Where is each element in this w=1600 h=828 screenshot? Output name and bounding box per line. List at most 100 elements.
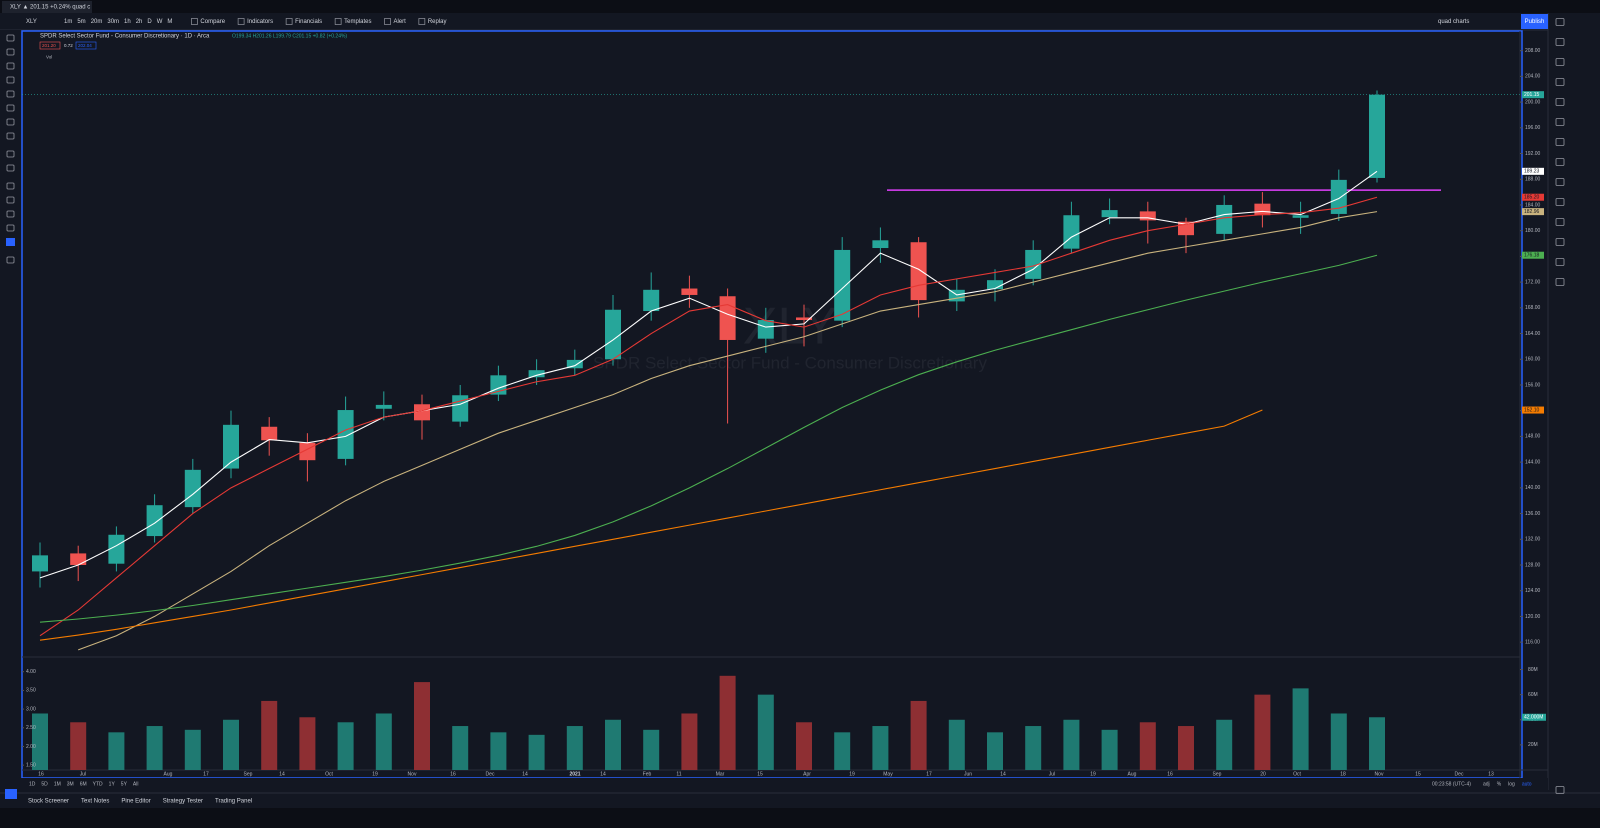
scale-option[interactable]: auto <box>1522 781 1532 787</box>
ma-price-tag <box>1522 251 1544 259</box>
scale-option[interactable]: % <box>1497 781 1502 787</box>
button-icon[interactable] <box>237 18 245 25</box>
candle-body <box>605 309 621 360</box>
tool-icon[interactable] <box>6 196 15 204</box>
active-tool[interactable] <box>6 238 15 246</box>
symbol-search[interactable]: XLY <box>26 19 37 25</box>
sidebar-icon[interactable] <box>1555 218 1565 226</box>
candle-body <box>1254 203 1271 216</box>
x-tick-label: 20 <box>1260 771 1266 777</box>
range-button[interactable]: 5Y <box>121 781 128 787</box>
button-icon[interactable] <box>334 18 342 25</box>
tool-icon[interactable] <box>6 90 15 98</box>
tool-icon[interactable] <box>6 210 15 218</box>
sidebar-icon[interactable] <box>1555 258 1565 266</box>
sidebar-icon[interactable] <box>1555 78 1565 86</box>
tool-icon[interactable] <box>6 150 15 158</box>
bottom-tab[interactable]: Stock Screener <box>28 799 69 805</box>
bottom-logo[interactable] <box>5 789 17 799</box>
button-icon[interactable] <box>191 18 198 25</box>
sidebar-icon[interactable] <box>1555 238 1565 246</box>
x-tick-label: Jun <box>964 771 972 777</box>
tool-icon[interactable] <box>6 76 15 84</box>
y-tick-label: 148.00 <box>1525 434 1541 440</box>
x-tick-label: 18 <box>1340 771 1346 777</box>
tool-icon[interactable] <box>6 34 15 42</box>
scale-option[interactable]: adj <box>1483 781 1490 787</box>
sidebar-icon[interactable] <box>1555 786 1565 794</box>
publish-label: Publish <box>1525 19 1545 25</box>
interval-button[interactable]: 5m <box>77 19 85 25</box>
layout-name[interactable]: quad charts <box>1438 19 1469 25</box>
x-tick-label: 13 <box>1488 771 1494 777</box>
candle-body <box>834 249 851 321</box>
sidebar-icon[interactable] <box>1555 138 1565 146</box>
sidebar-icon[interactable] <box>1555 98 1565 106</box>
y-tick-label: 188.00 <box>1525 177 1541 183</box>
interval-button[interactable]: 30m <box>107 19 119 25</box>
bottom-tab[interactable]: Text Notes <box>81 799 109 805</box>
left-toolbar <box>0 30 21 790</box>
range-button[interactable]: YTD <box>93 781 103 787</box>
candle-body <box>910 242 927 301</box>
volume-bar <box>528 734 545 770</box>
range-button[interactable]: 1D <box>29 781 36 787</box>
interval-button[interactable]: 20m <box>91 19 103 25</box>
sidebar-icon[interactable] <box>1555 18 1565 26</box>
volume-bar <box>1178 726 1194 770</box>
publish-button[interactable] <box>1521 14 1548 29</box>
x-tick-label: Jul <box>1049 771 1055 777</box>
scale-option[interactable]: log <box>1508 781 1515 787</box>
toolbar-button[interactable]: Financials <box>295 19 322 25</box>
button-icon[interactable] <box>384 18 391 25</box>
tool-icon[interactable] <box>6 118 15 126</box>
sidebar-icon[interactable] <box>1555 278 1565 286</box>
x-tick-label: 15 <box>1415 771 1421 777</box>
range-button[interactable]: 3M <box>67 781 74 787</box>
volume-bar <box>566 726 583 770</box>
browser-tab[interactable] <box>2 1 92 13</box>
toolbar-button[interactable]: Replay <box>428 19 447 25</box>
interval-button[interactable]: M <box>167 19 172 25</box>
volume-bar <box>1330 713 1347 770</box>
x-tick-label: 17 <box>926 771 932 777</box>
indicator-tick-label: 1.50 <box>26 762 36 768</box>
moving-average-line <box>39 254 1378 623</box>
tool-icon[interactable] <box>6 62 15 70</box>
toolbar-button[interactable]: Templates <box>344 19 371 25</box>
tool-icon[interactable] <box>6 164 15 172</box>
tool-icon[interactable] <box>6 132 15 140</box>
bottom-tab[interactable]: Pine Editor <box>121 799 150 805</box>
toolbar-button[interactable]: Compare <box>200 19 225 25</box>
bottom-tab[interactable]: Trading Panel <box>215 799 252 805</box>
button-icon[interactable] <box>418 18 426 25</box>
range-button[interactable]: 1Y <box>109 781 116 787</box>
range-button[interactable]: All <box>133 781 139 787</box>
interval-button[interactable]: W <box>157 19 163 25</box>
sidebar-icon[interactable] <box>1555 178 1565 186</box>
range-button[interactable]: 6M <box>80 781 87 787</box>
interval-button[interactable]: D <box>147 19 152 25</box>
sidebar-icon[interactable] <box>1555 118 1565 126</box>
button-icon[interactable] <box>285 18 293 25</box>
tool-icon[interactable] <box>6 182 15 190</box>
volume-bar <box>223 719 239 770</box>
toolbar-button[interactable]: Alert <box>394 19 407 25</box>
sidebar-icon[interactable] <box>1555 158 1565 166</box>
interval-button[interactable]: 1h <box>124 19 131 25</box>
sidebar-icon[interactable] <box>1555 38 1565 46</box>
sidebar-icon[interactable] <box>1555 58 1565 66</box>
tool-icon[interactable] <box>6 48 15 56</box>
tool-icon[interactable] <box>6 256 15 264</box>
bottom-tab[interactable]: Strategy Tester <box>163 799 203 805</box>
x-tick-label: 11 <box>676 771 681 777</box>
interval-button[interactable]: 1m <box>64 19 72 25</box>
range-button[interactable]: 1M <box>54 781 61 787</box>
toolbar-button[interactable]: Indicators <box>247 19 273 25</box>
tool-icon[interactable] <box>6 104 15 112</box>
tool-icon[interactable] <box>6 224 15 232</box>
sidebar-icon[interactable] <box>1555 198 1565 206</box>
interval-button[interactable]: 2h <box>136 19 143 25</box>
last-price-label: 201.15 <box>1524 92 1540 98</box>
range-button[interactable]: 5D <box>41 781 48 787</box>
